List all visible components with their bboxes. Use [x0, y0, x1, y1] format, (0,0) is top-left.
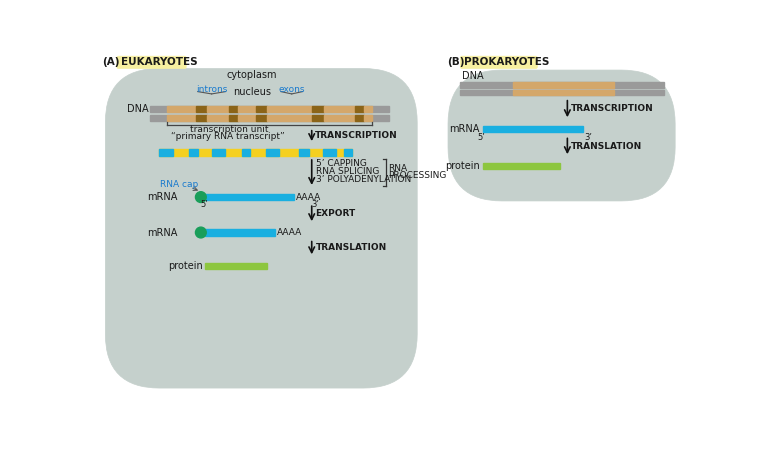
- Text: cytoplasm: cytoplasm: [227, 70, 277, 79]
- Text: DNA: DNA: [127, 104, 149, 114]
- Text: EUKARYOTES: EUKARYOTES: [121, 57, 198, 67]
- Bar: [257, 114, 267, 121]
- Text: RNA SPLICING: RNA SPLICING: [316, 167, 379, 176]
- Text: EXPORT: EXPORT: [316, 209, 356, 218]
- Bar: [364, 114, 372, 121]
- Bar: [205, 263, 267, 269]
- Text: (B): (B): [447, 57, 465, 67]
- Bar: [228, 114, 237, 121]
- Bar: [267, 106, 312, 112]
- Text: 5’: 5’: [477, 132, 485, 141]
- Bar: [483, 163, 560, 169]
- Bar: [513, 82, 614, 88]
- Bar: [159, 150, 352, 155]
- Text: DNA: DNA: [462, 71, 483, 81]
- Text: RNA cap: RNA cap: [160, 180, 198, 189]
- Text: transcription unit: transcription unit: [190, 125, 269, 134]
- Circle shape: [195, 192, 206, 202]
- Text: TRANSLATION: TRANSLATION: [316, 243, 387, 252]
- Text: 5’ CAPPING: 5’ CAPPING: [316, 159, 366, 168]
- FancyBboxPatch shape: [448, 70, 675, 201]
- Bar: [205, 229, 275, 236]
- Text: 3’: 3’: [311, 200, 319, 209]
- Bar: [167, 106, 196, 112]
- Bar: [483, 126, 583, 132]
- Bar: [355, 114, 364, 121]
- Bar: [322, 150, 336, 155]
- Bar: [188, 150, 198, 155]
- Text: “primary RNA transcript”: “primary RNA transcript”: [171, 132, 284, 141]
- Bar: [159, 150, 173, 155]
- Text: RNA: RNA: [388, 164, 407, 173]
- Bar: [513, 90, 614, 96]
- Bar: [267, 114, 312, 121]
- Text: protein: protein: [168, 260, 202, 271]
- Bar: [237, 114, 257, 121]
- FancyBboxPatch shape: [460, 56, 537, 69]
- Bar: [257, 106, 267, 112]
- Bar: [460, 90, 663, 96]
- Bar: [300, 150, 309, 155]
- Text: 3’: 3’: [584, 132, 592, 141]
- Text: mRNA: mRNA: [147, 228, 178, 238]
- Text: TRANSCRIPTION: TRANSCRIPTION: [315, 131, 398, 140]
- Bar: [242, 150, 250, 155]
- Bar: [237, 106, 257, 112]
- Bar: [324, 114, 355, 121]
- Bar: [207, 114, 228, 121]
- Text: AAAA: AAAA: [277, 228, 303, 237]
- Bar: [167, 114, 196, 121]
- Text: TRANSCRIPTION: TRANSCRIPTION: [571, 104, 654, 113]
- Bar: [150, 114, 388, 121]
- Text: 5’: 5’: [200, 200, 208, 209]
- Text: 3’ POLYADENYLATION: 3’ POLYADENYLATION: [316, 175, 411, 184]
- Bar: [460, 82, 663, 88]
- Text: PROCESSING: PROCESSING: [388, 171, 447, 180]
- Text: exons: exons: [279, 85, 305, 94]
- Bar: [196, 106, 207, 112]
- Bar: [228, 106, 237, 112]
- Bar: [312, 114, 324, 121]
- Bar: [266, 150, 280, 155]
- FancyBboxPatch shape: [106, 69, 417, 388]
- Text: protein: protein: [445, 161, 480, 172]
- Bar: [211, 150, 225, 155]
- FancyBboxPatch shape: [117, 56, 186, 69]
- Bar: [324, 106, 355, 112]
- Bar: [205, 194, 294, 200]
- Bar: [364, 106, 372, 112]
- Bar: [312, 106, 324, 112]
- Text: introns: introns: [196, 85, 228, 94]
- Text: mRNA: mRNA: [449, 124, 480, 134]
- Bar: [150, 106, 388, 112]
- Text: TRANSLATION: TRANSLATION: [571, 142, 643, 151]
- Text: AAAA: AAAA: [296, 193, 322, 202]
- Bar: [196, 114, 207, 121]
- Text: mRNA: mRNA: [147, 192, 178, 202]
- Text: PROKARYOTES: PROKARYOTES: [464, 57, 549, 67]
- Text: nucleus: nucleus: [233, 87, 270, 97]
- Bar: [355, 106, 364, 112]
- Bar: [344, 150, 352, 155]
- Bar: [207, 106, 228, 112]
- Circle shape: [195, 227, 206, 238]
- Text: (A): (A): [103, 57, 119, 67]
